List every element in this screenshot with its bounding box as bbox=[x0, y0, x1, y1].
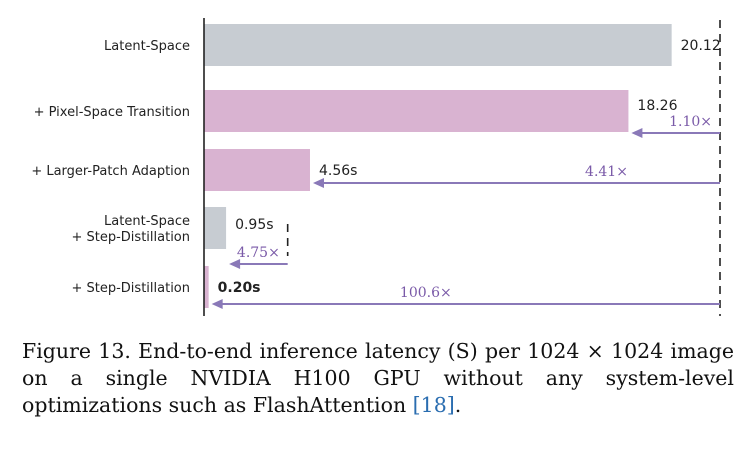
speedup-arrow-head-4 bbox=[211, 299, 223, 309]
bar-3 bbox=[204, 149, 310, 191]
value-labels: 20.12 18.26 4.56s 0.95s 0.20s bbox=[218, 38, 721, 296]
bar-1 bbox=[204, 24, 672, 66]
category-label-5: + Step-Distillation bbox=[71, 281, 190, 296]
value-label-2: 18.26 bbox=[637, 98, 677, 114]
citation-link[interactable]: [18] bbox=[412, 393, 455, 417]
category-label-4-line-1: Latent-Space bbox=[104, 214, 190, 229]
caption-text: Figure 13. End-to-end inference latency … bbox=[22, 339, 734, 417]
bar-2 bbox=[204, 90, 629, 132]
speedup-label-2: 4.41× bbox=[585, 164, 628, 180]
bar-5 bbox=[204, 266, 209, 308]
speedup-arrows: 1.10× 4.41× 4.75× 100.6× bbox=[211, 114, 720, 309]
category-label-2: + Pixel-Space Transition bbox=[34, 105, 190, 120]
category-label-3: + Larger-Patch Adaption bbox=[31, 164, 190, 179]
speedup-arrow-head-3 bbox=[229, 259, 241, 269]
figure-caption: Figure 13. End-to-end inference latency … bbox=[22, 338, 734, 419]
category-label-1: Latent-Space bbox=[104, 39, 190, 54]
speedup-label-4: 100.6× bbox=[400, 285, 452, 301]
speedup-arrow-head-1 bbox=[631, 128, 643, 138]
speedup-label-3: 4.75× bbox=[237, 245, 280, 261]
value-label-3: 4.56s bbox=[319, 163, 357, 179]
latency-bar-chart: Latent-Space + Pixel-Space Transition + La… bbox=[31, 18, 721, 316]
speedup-arrow-head-2 bbox=[312, 178, 324, 188]
category-label-4-line-2: + Step-Distillation bbox=[71, 230, 190, 245]
value-label-1: 20.12 bbox=[681, 38, 721, 54]
reference-lines bbox=[286, 20, 721, 316]
value-label-5: 0.20s bbox=[218, 280, 261, 296]
caption-end: . bbox=[454, 393, 462, 417]
bar-4 bbox=[204, 207, 227, 249]
bars-group bbox=[204, 24, 672, 308]
value-label-4: 0.95s bbox=[235, 217, 273, 233]
speedup-label-1: 1.10× bbox=[669, 114, 712, 130]
category-labels: Latent-Space + Pixel-Space Transition + La… bbox=[31, 39, 190, 296]
